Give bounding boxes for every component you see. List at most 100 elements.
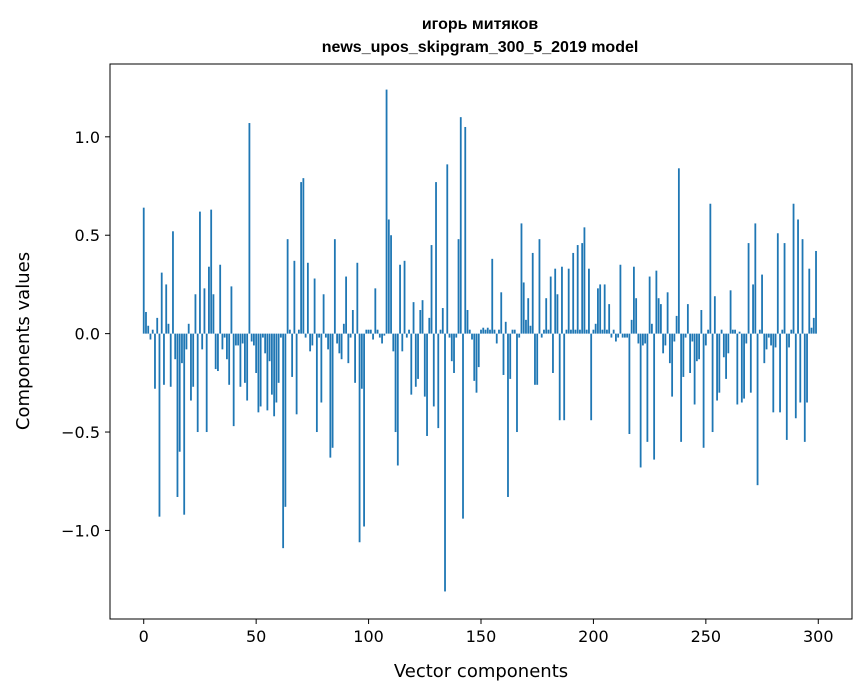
bar <box>691 333 694 342</box>
bar <box>172 231 174 334</box>
x-tick-label: 50 <box>246 627 266 646</box>
bar <box>657 298 660 334</box>
bar <box>383 333 386 336</box>
bar <box>338 333 341 354</box>
bar <box>617 333 620 338</box>
bar <box>403 260 406 334</box>
bar <box>720 329 723 334</box>
bar <box>520 223 523 334</box>
bar <box>453 333 455 373</box>
bar <box>570 329 572 334</box>
bar <box>489 329 491 334</box>
bar <box>803 333 806 442</box>
bar <box>333 239 336 334</box>
bar <box>612 329 615 334</box>
bar <box>394 333 397 433</box>
bar <box>351 310 354 334</box>
bar <box>552 333 554 373</box>
bar <box>608 304 611 334</box>
bar <box>758 329 761 334</box>
bar <box>765 333 768 350</box>
bar <box>185 333 188 350</box>
bar <box>178 333 181 452</box>
bar <box>554 268 557 334</box>
bar <box>738 331 741 334</box>
bar <box>275 333 278 403</box>
bar <box>812 317 815 334</box>
bar <box>606 329 608 334</box>
bar <box>190 333 192 401</box>
bar <box>208 266 210 334</box>
bar <box>365 329 368 334</box>
bar <box>641 333 644 346</box>
bar <box>295 333 298 415</box>
bar <box>671 333 674 397</box>
bar <box>432 333 435 407</box>
bar <box>214 333 217 370</box>
bar <box>695 333 698 362</box>
bar <box>581 243 584 334</box>
bar <box>396 333 399 466</box>
bar <box>664 333 667 346</box>
bar <box>266 333 269 411</box>
bar <box>360 333 363 389</box>
bar <box>475 333 478 393</box>
bar <box>513 329 516 334</box>
bar <box>421 300 424 334</box>
bar <box>228 333 231 385</box>
bar <box>223 333 226 338</box>
bar <box>511 329 514 334</box>
bar <box>563 333 566 421</box>
bar <box>711 333 714 433</box>
bar <box>327 333 329 350</box>
bar <box>340 333 343 360</box>
bar <box>439 329 442 334</box>
bar <box>385 89 388 334</box>
bar <box>558 333 561 421</box>
y-tick-label: −0.5 <box>61 423 100 442</box>
bar <box>154 333 156 389</box>
bar <box>630 319 633 334</box>
bar <box>473 333 476 381</box>
bar <box>781 329 784 334</box>
bar <box>547 329 550 334</box>
bar <box>745 333 748 344</box>
bar <box>217 333 219 372</box>
bar <box>297 329 300 334</box>
chart-subtitle: news_upos_skipgram_300_5_2019 model <box>322 39 639 56</box>
bar <box>477 333 480 368</box>
bar <box>336 333 338 344</box>
x-axis-ticks: 0 50 100 150 200 250 300 <box>139 619 834 646</box>
bar <box>767 333 770 338</box>
bar <box>273 333 276 417</box>
bar <box>761 274 763 334</box>
bar <box>205 333 208 433</box>
bar <box>603 284 606 334</box>
bar <box>734 329 736 334</box>
bar <box>466 310 469 334</box>
bar <box>619 264 622 334</box>
x-tick-label: 100 <box>353 627 384 646</box>
bar <box>302 178 305 334</box>
bar <box>725 333 727 379</box>
bar <box>675 315 678 334</box>
bar <box>639 333 642 468</box>
bar <box>147 325 150 334</box>
bar <box>347 333 350 364</box>
bar <box>309 333 312 352</box>
bar <box>419 310 422 334</box>
bar <box>549 276 552 334</box>
bar <box>518 333 521 338</box>
bar <box>637 333 640 344</box>
bar <box>259 333 262 407</box>
bar <box>700 310 703 334</box>
bar <box>255 333 258 373</box>
bar <box>257 333 260 413</box>
bar <box>358 333 361 543</box>
bar <box>219 264 222 334</box>
bar <box>666 292 669 334</box>
bar <box>237 333 240 346</box>
bar <box>722 333 725 358</box>
bar <box>500 292 503 334</box>
bar <box>655 270 658 334</box>
